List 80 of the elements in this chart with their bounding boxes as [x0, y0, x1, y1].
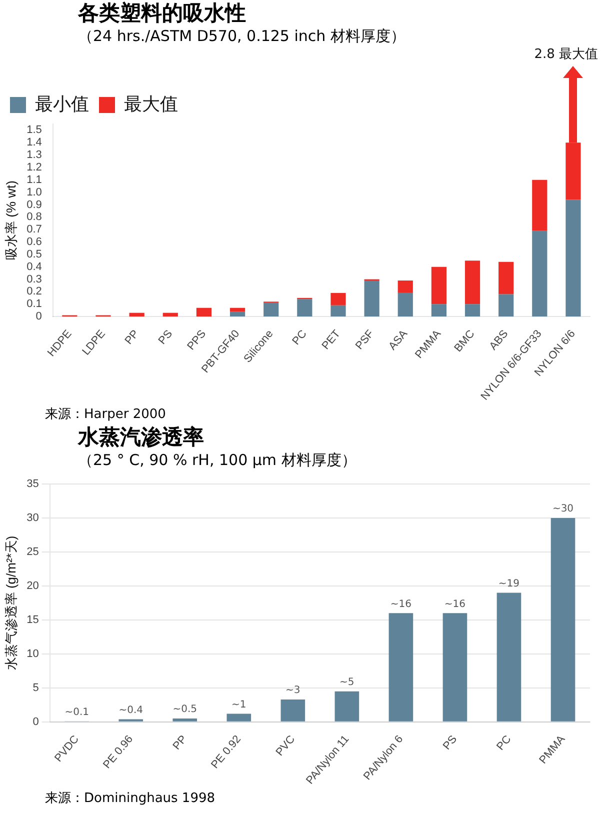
y-tick-label: 0.6: [26, 236, 42, 248]
x-tick-label: PP: [122, 328, 142, 347]
bar: [398, 280, 413, 293]
x-tick-label: PS: [440, 733, 460, 752]
bar: [334, 691, 360, 722]
bar: [129, 312, 144, 317]
bar: [297, 299, 312, 317]
data-label: ~0.5: [172, 704, 198, 716]
bar: [162, 312, 178, 317]
data-label: ~16: [444, 598, 466, 610]
y-tick-label: 0: [36, 310, 42, 323]
x-tick-label: PS: [156, 328, 176, 347]
y-tick-label: 0.3: [26, 273, 42, 286]
x-tick-label: PC: [494, 733, 514, 753]
y-tick-label: 0.5: [26, 248, 42, 260]
y-tick-label: 5: [32, 682, 39, 694]
source-note: 来源：Harper 2000: [45, 406, 167, 424]
bar: [532, 230, 548, 317]
data-label: ~0.4: [118, 704, 144, 716]
y-tick-label: 1.1: [26, 174, 42, 186]
bar: [230, 312, 246, 317]
bar: [431, 266, 446, 304]
chart-subtitle: （25 ° C, 90 % rH, 100 µm 材料厚度）: [78, 450, 358, 470]
data-label: ~16: [390, 598, 412, 610]
y-tick-label: 10: [26, 648, 39, 660]
y-tick-label: 0.1: [26, 298, 42, 310]
bar: [196, 308, 212, 317]
bar: [330, 305, 346, 317]
y-tick-label: 1.3: [26, 149, 42, 162]
y-tick-label: 0.4: [26, 260, 42, 273]
bar: [172, 718, 198, 722]
bar: [498, 294, 514, 317]
bar: [566, 200, 581, 317]
data-label: ~5: [340, 676, 354, 688]
y-tick-label: 35: [26, 478, 39, 490]
y-tick-label: 0.8: [26, 211, 42, 224]
bar: [330, 292, 346, 306]
data-label: ~30: [552, 504, 574, 515]
bar: [496, 592, 522, 722]
bar: [442, 613, 468, 722]
y-tick-label: 1.4: [26, 136, 42, 149]
bar: [264, 302, 279, 317]
chart-subtitle: （24 hrs./ASTM D570, 0.125 inch 材料厚度）: [78, 26, 406, 46]
y-tick-label: 0: [32, 716, 39, 728]
y-axis-title: 吸水率 (% wt): [3, 180, 18, 260]
source-note: 来源：Domininghaus 1998: [45, 790, 216, 808]
x-tick-label: PC: [290, 328, 310, 348]
text: 2.8 最大值: [534, 46, 598, 62]
data-label: ~0.1: [64, 706, 89, 718]
y-tick-label: 30: [26, 512, 39, 524]
y-axis-title: 水蒸气渗透率 (g/m²*天): [3, 536, 18, 670]
y-tick-label: 1.5: [26, 124, 42, 136]
bar: [388, 613, 414, 722]
bar: [226, 714, 252, 722]
y-tick-label: 20: [26, 580, 39, 592]
bar: [364, 280, 380, 317]
bar: [280, 699, 306, 722]
bar: [398, 292, 413, 317]
bar: [431, 304, 446, 317]
bar: [550, 518, 576, 722]
y-tick-label: 0.2: [26, 286, 42, 298]
y-tick-label: 0.9: [26, 198, 42, 211]
bar: [230, 308, 246, 312]
chart-title: 各类塑料的吸水性: [78, 0, 247, 26]
y-tick-label: 25: [26, 546, 39, 558]
legend-label: 最小值: [35, 94, 89, 114]
bar: [498, 262, 514, 294]
bar: [532, 180, 548, 231]
data-label: ~1: [232, 699, 246, 710]
chart-title: 水蒸汽渗透率: [78, 424, 205, 450]
data-label: ~19: [498, 578, 520, 590]
y-tick-label: 1.0: [26, 186, 42, 198]
y-tick-label: 1.2: [26, 162, 42, 174]
y-tick-label: 15: [26, 614, 39, 626]
y-tick-label: 0.7: [26, 224, 42, 236]
bar: [464, 304, 480, 317]
data-label: ~3: [286, 685, 300, 696]
x-tick-label: PP: [170, 733, 190, 752]
bar: [464, 260, 480, 304]
legend-label: 最大值: [124, 94, 178, 114]
